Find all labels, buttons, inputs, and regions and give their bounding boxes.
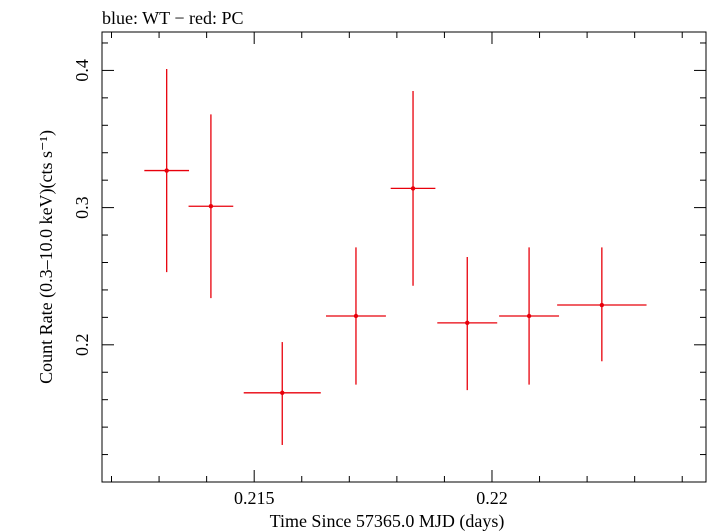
x-tick-label: 0.215 bbox=[234, 488, 275, 508]
point-marker bbox=[599, 302, 605, 308]
point-marker bbox=[410, 186, 416, 191]
data-point bbox=[188, 114, 234, 299]
y-tick-label: 0.4 bbox=[72, 59, 92, 82]
data-point bbox=[390, 90, 436, 286]
point-marker bbox=[164, 168, 169, 173]
y-axis-ticks: 0.2 0.3 0.4 bbox=[72, 42, 706, 456]
y-tick-label: 0.3 bbox=[72, 196, 92, 219]
plot-frame bbox=[101, 31, 707, 483]
data-point bbox=[243, 342, 321, 445]
chart-title: blue: WT − red: PC bbox=[102, 8, 243, 28]
data-point bbox=[144, 69, 190, 273]
point-marker bbox=[208, 204, 214, 209]
x-tick-label: 0.22 bbox=[476, 488, 508, 508]
point-marker bbox=[526, 313, 532, 319]
data-point bbox=[326, 247, 386, 385]
data-point bbox=[437, 257, 498, 391]
data-point bbox=[557, 247, 647, 362]
point-marker bbox=[465, 320, 470, 326]
x-axis-ticks: 0.215 0.22 bbox=[111, 32, 683, 508]
data-series bbox=[144, 69, 647, 445]
y-axis-label: Count Rate (0.3–10.0 keV)(cts s⁻¹) bbox=[36, 130, 57, 384]
data-point bbox=[499, 247, 560, 385]
x-axis-label: Time Since 57365.0 MJD (days) bbox=[270, 511, 505, 532]
point-marker bbox=[280, 390, 285, 396]
point-marker bbox=[353, 313, 359, 319]
y-tick-label: 0.2 bbox=[72, 334, 92, 357]
